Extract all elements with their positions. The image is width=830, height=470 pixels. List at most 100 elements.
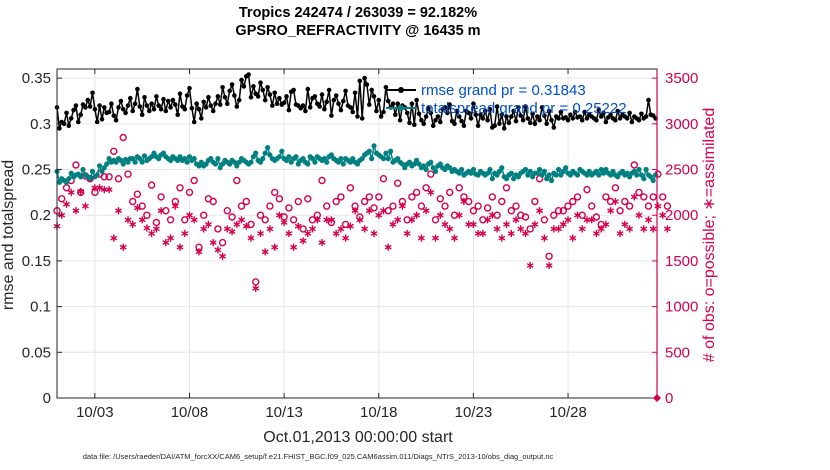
- obs-assimilated-point: [219, 252, 227, 260]
- obs-possible-point: [394, 179, 402, 187]
- rmse-point: [492, 123, 498, 128]
- y2-tick-label: 1000: [665, 299, 698, 316]
- rmse-point: [596, 107, 602, 113]
- obs-possible-point: [242, 197, 251, 206]
- obs-possible-point: [365, 193, 373, 201]
- rmse-point: [305, 86, 311, 92]
- rmse-point: [234, 104, 240, 109]
- rmse-point: [213, 101, 218, 106]
- rmse-point: [504, 114, 509, 119]
- obs-possible-point: [195, 243, 203, 251]
- obs-possible-point: [611, 184, 620, 192]
- obs-assimilated-point: [465, 220, 473, 228]
- obs-assimilated-point: [332, 229, 340, 238]
- obs-assimilated-point: [138, 216, 146, 224]
- rmse-point: [220, 85, 225, 90]
- obs-possible-point: [247, 220, 255, 229]
- rmse-point: [232, 93, 237, 98]
- rmse-point: [92, 106, 98, 112]
- rmse-point: [627, 110, 632, 116]
- rmse-point: [369, 87, 375, 93]
- obs-possible-point: [630, 161, 638, 169]
- spread-point: [175, 157, 181, 163]
- rmse-point: [125, 103, 131, 108]
- spread-point: [560, 168, 566, 174]
- rmse-point: [442, 105, 448, 110]
- obs-possible-point: [583, 185, 591, 194]
- obs-possible-point: [389, 202, 397, 210]
- obs-assimilated-point: [290, 243, 298, 251]
- obs-assimilated-point: [171, 202, 179, 210]
- obs-possible-point: [176, 184, 184, 192]
- rmse-point: [374, 108, 379, 114]
- obs-assimilated-point: [110, 234, 118, 242]
- spread-point: [437, 161, 443, 167]
- spread-point: [556, 166, 562, 173]
- x-tick-label: 10/18: [360, 404, 398, 421]
- rmse-point: [539, 105, 545, 110]
- obs-possible-point: [502, 184, 511, 192]
- obs-assimilated-point: [398, 202, 406, 210]
- rmse-point: [362, 75, 367, 81]
- obs-assimilated-point: [526, 261, 534, 270]
- obs-possible-point: [323, 202, 331, 210]
- spread-point: [541, 168, 548, 174]
- spread-point: [279, 148, 285, 154]
- spread-point: [432, 168, 439, 174]
- rmse-point: [494, 104, 500, 109]
- rmse-point: [147, 108, 152, 114]
- obs-possible-point: [512, 202, 520, 210]
- obs-possible-point: [332, 197, 340, 206]
- rmse-point: [551, 125, 557, 130]
- rmse-point: [480, 116, 486, 121]
- rmse-point: [598, 114, 604, 119]
- obs-assimilated-point: [550, 225, 558, 233]
- rmse-point: [286, 107, 292, 113]
- obs-possible-point: [375, 193, 383, 201]
- rmse-point: [135, 86, 140, 92]
- rmse-point: [128, 95, 133, 101]
- obs-assimilated-point: [507, 229, 515, 238]
- obs-possible-point: [128, 197, 137, 206]
- obs-assimilated-point: [143, 224, 151, 232]
- spread-point: [359, 156, 365, 162]
- rmse-point: [99, 117, 105, 122]
- obs-possible-point: [294, 197, 302, 206]
- obs-assimilated-point: [257, 229, 264, 238]
- rmse-point: [485, 117, 490, 123]
- spread-point: [156, 156, 162, 162]
- rmse-point: [532, 121, 538, 127]
- rmse-point: [229, 82, 235, 87]
- rmse-point: [390, 101, 396, 106]
- obs-assimilated-point: [607, 207, 615, 215]
- rmse-point: [385, 98, 391, 104]
- rmse-point: [324, 99, 330, 105]
- obs-assimilated-point: [238, 216, 246, 224]
- rmse-point: [376, 97, 382, 103]
- rmse-point: [530, 111, 535, 117]
- obs-assimilated-point: [247, 234, 255, 242]
- rmse-point: [478, 112, 483, 117]
- spread-point: [369, 156, 375, 162]
- obs-possible-point: [289, 216, 298, 224]
- obs-possible-point: [412, 188, 421, 197]
- obs-assimilated-point: [190, 216, 198, 224]
- rmse-point: [139, 112, 145, 117]
- rmse-point: [151, 106, 157, 112]
- obs-assimilated-point: [285, 229, 293, 238]
- rmse-point: [497, 121, 502, 127]
- obs-possible-point: [223, 206, 232, 215]
- obs-possible-point: [91, 188, 99, 197]
- spread-point: [643, 166, 649, 173]
- rmse-point: [170, 97, 176, 103]
- obs-possible-point: [100, 173, 109, 181]
- obs-possible-point: [166, 216, 175, 224]
- rmse-point: [582, 109, 587, 115]
- obs-possible-point: [275, 195, 284, 203]
- obs-possible-point: [488, 193, 496, 201]
- rmse-point: [520, 117, 526, 123]
- obs-assimilated-point: [469, 220, 477, 228]
- obs-assimilated-point: [204, 220, 212, 228]
- obs-assimilated-point: [436, 211, 444, 219]
- obs-possible-point: [597, 220, 605, 229]
